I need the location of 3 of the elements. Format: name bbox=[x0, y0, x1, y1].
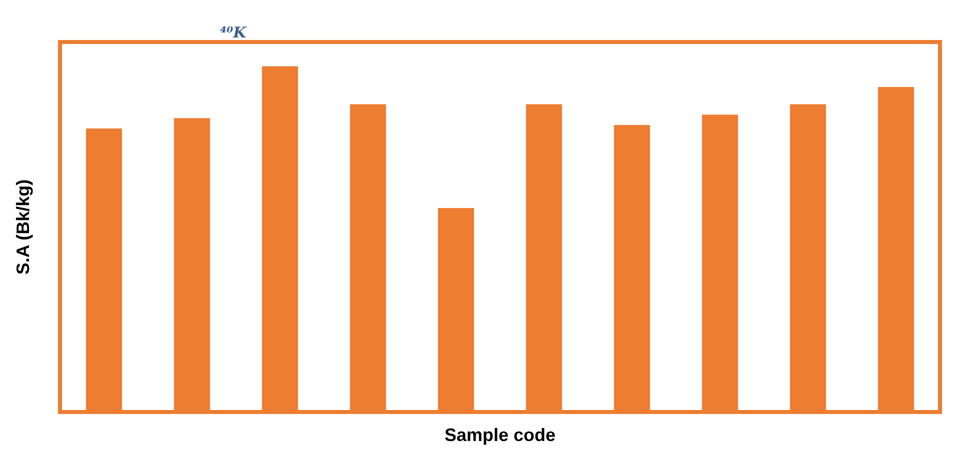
x-axis-title: Sample code bbox=[444, 425, 556, 445]
y-axis-title: S.A (Bk/kg) bbox=[13, 179, 33, 275]
chart-title: ⁴⁰K bbox=[220, 24, 248, 42]
